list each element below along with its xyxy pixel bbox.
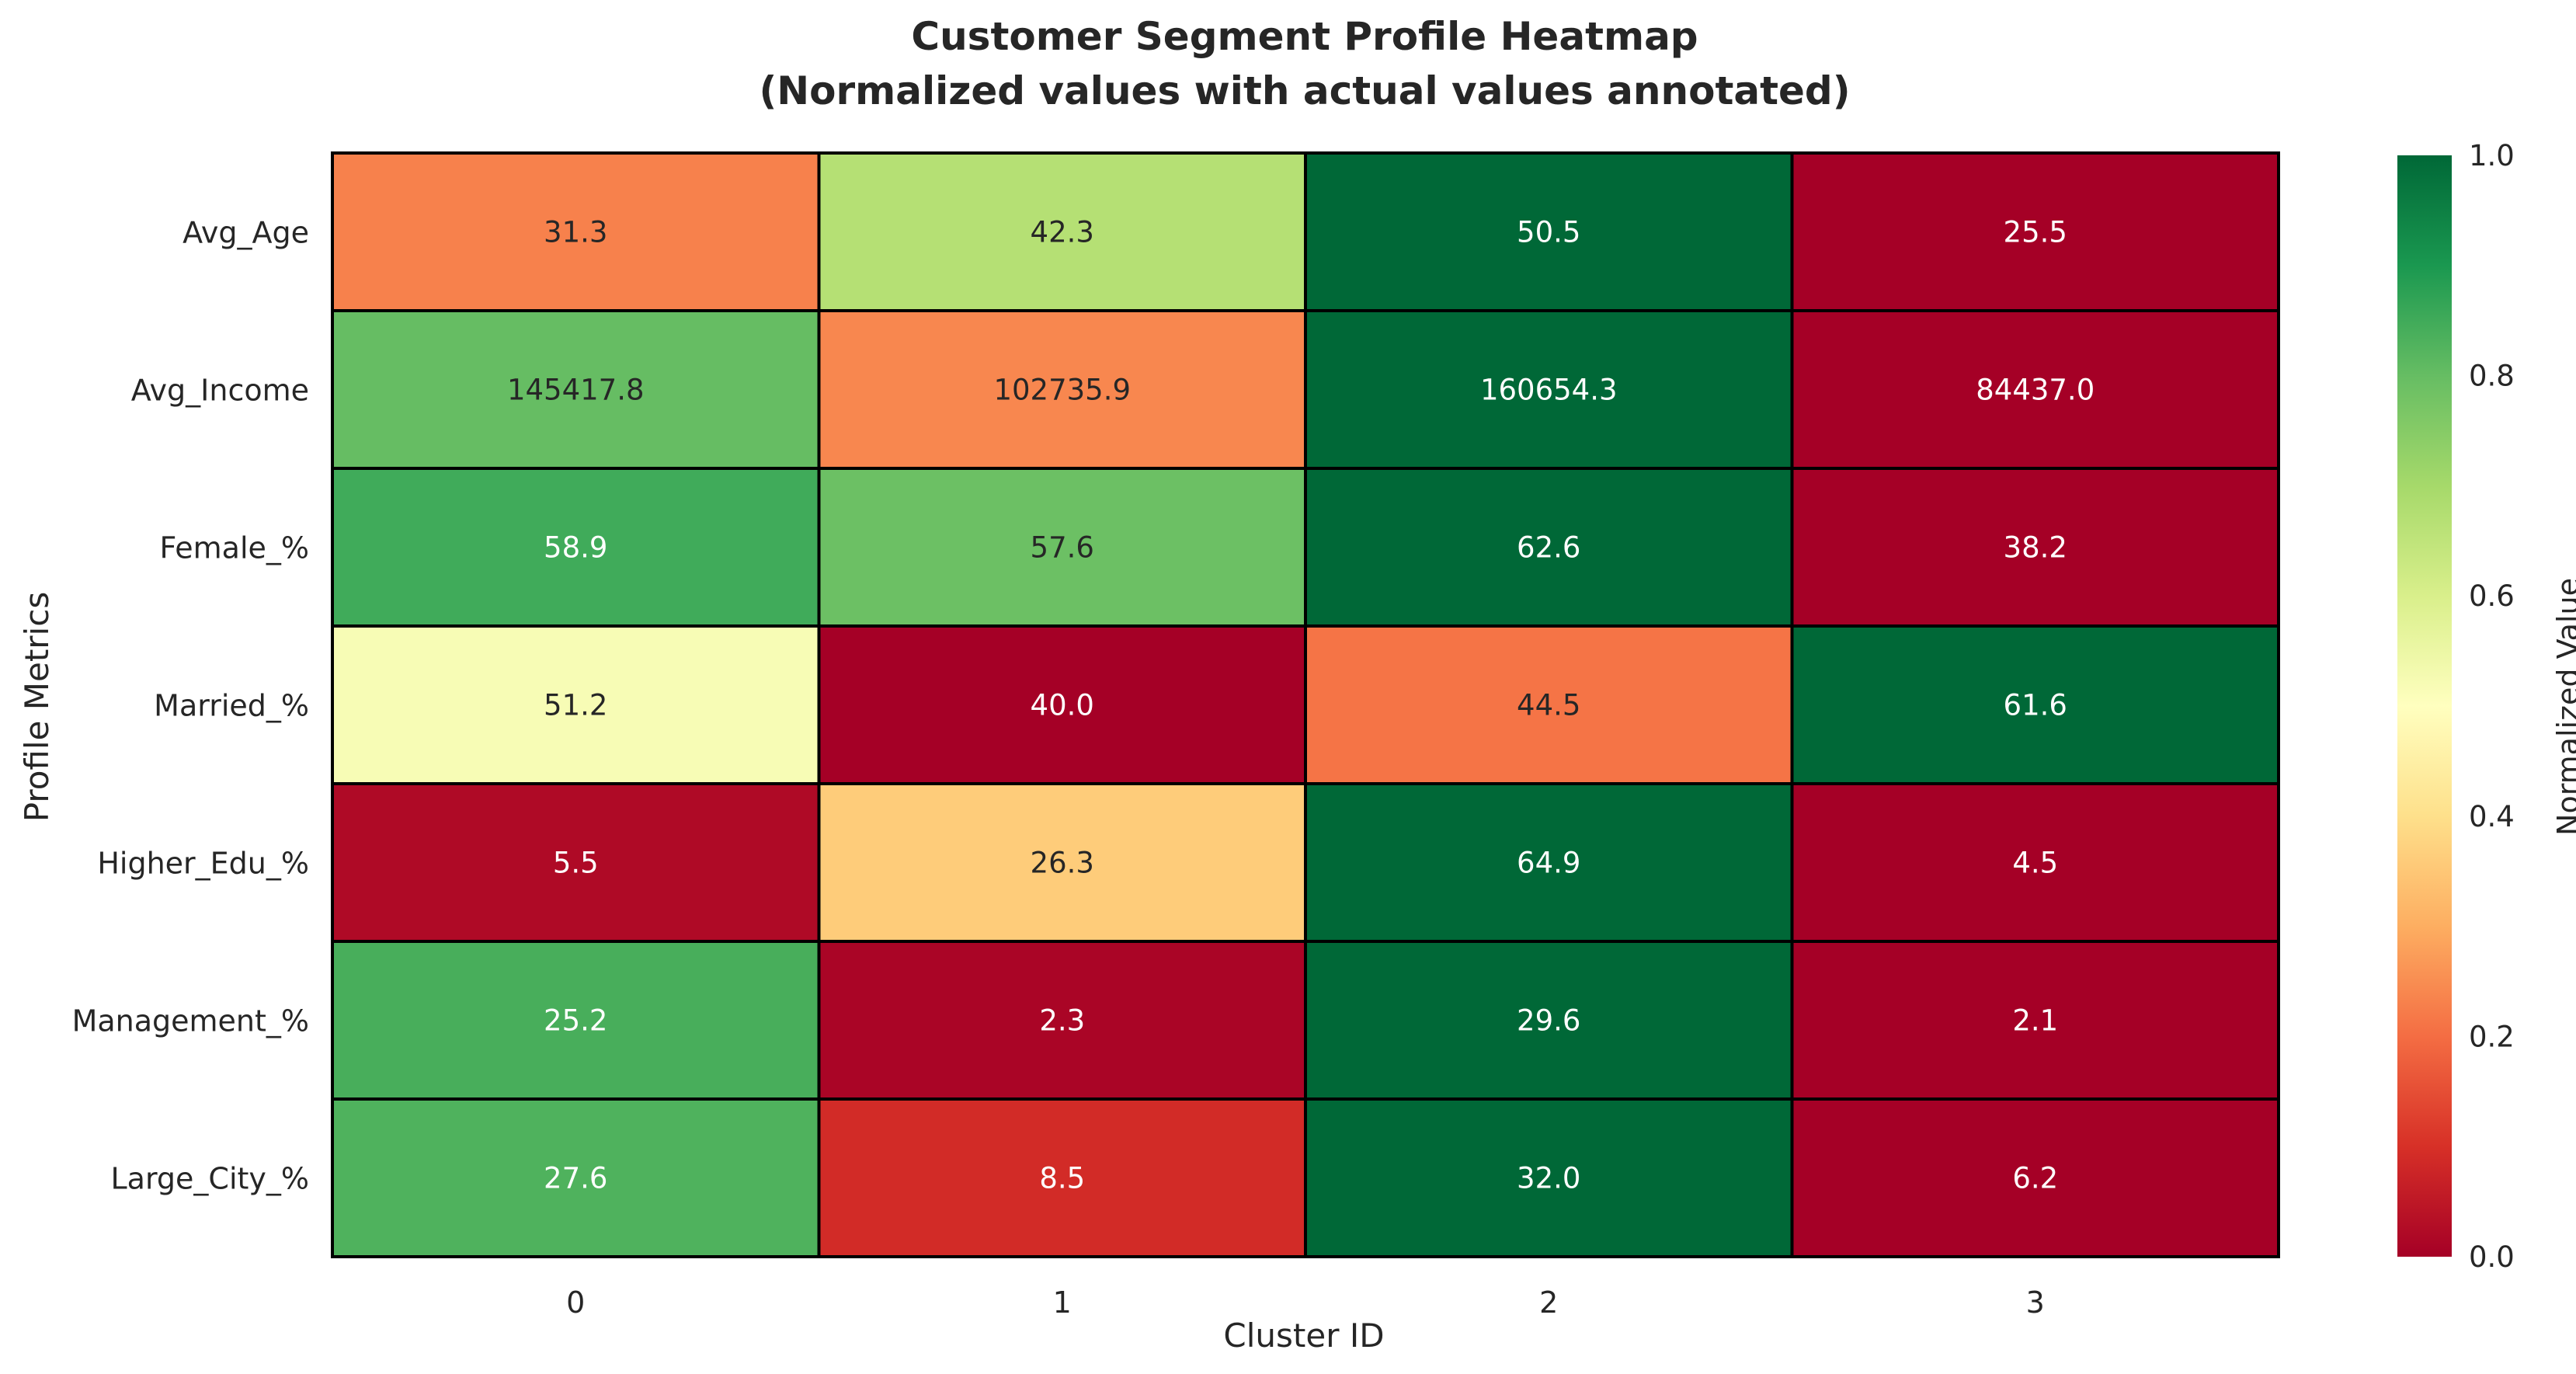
heatmap-cells <box>331 151 2280 1258</box>
y-tick-label: Female_% <box>159 531 309 565</box>
colorbar <box>2397 155 2452 1257</box>
colorbar-ticks: 0.0 0.2 0.4 0.6 0.8 1.0 <box>2469 139 2515 1274</box>
y-tick-label: Large_City_% <box>111 1162 310 1196</box>
cell-annotation: 25.2 <box>544 1004 607 1038</box>
cell-annotation: 50.5 <box>1517 216 1580 249</box>
cell-annotation: 61.6 <box>2004 689 2067 722</box>
x-tick-label: 2 <box>1539 1285 1558 1320</box>
cell-annotation: 44.5 <box>1517 689 1580 722</box>
cell-annotation: 57.6 <box>1031 531 1094 565</box>
colorbar-tick-label: 0.4 <box>2469 800 2515 833</box>
heatmap-cell <box>1790 782 2280 943</box>
heatmap-cell <box>817 782 1307 943</box>
y-tick-label: Management_% <box>72 1004 309 1038</box>
cell-annotation: 62.6 <box>1517 531 1580 565</box>
cell-annotation: 38.2 <box>2004 531 2067 565</box>
cell-annotation: 145417.8 <box>507 374 645 407</box>
cell-annotation: 5.5 <box>553 847 599 880</box>
cell-annotations: 31.3 42.3 50.5 25.5 145417.8 102735.9 160654.3… <box>507 216 2095 1195</box>
chart-subtitle: (Normalized values with actual values an… <box>759 68 1850 113</box>
cell-annotation: 32.0 <box>1517 1162 1580 1195</box>
chart-title: Customer Segment Profile Heatmap <box>911 14 1698 59</box>
cell-annotation: 42.3 <box>1031 216 1094 249</box>
x-tick-label: 1 <box>1053 1285 1072 1320</box>
y-axis-label: Profile Metrics <box>18 592 56 822</box>
cell-annotation: 31.3 <box>544 216 607 249</box>
heatmap-cell <box>1790 467 2280 628</box>
heatmap-cell <box>331 782 821 943</box>
heatmap-cell <box>1790 624 2280 785</box>
colorbar-label: Normalized Value <box>2551 578 2576 836</box>
heatmap-cell <box>1790 151 2280 312</box>
colorbar-tick-label: 0.6 <box>2469 579 2515 613</box>
cell-annotation: 58.9 <box>544 531 607 565</box>
heatmap-cell <box>817 309 1307 470</box>
cell-annotation: 8.5 <box>1039 1162 1085 1195</box>
heatmap-cell <box>1304 782 1794 943</box>
y-tick-label: Avg_Income <box>131 374 309 408</box>
y-tick-label: Married_% <box>154 689 309 723</box>
heatmap-cell <box>331 940 821 1101</box>
colorbar-tick-label: 1.0 <box>2469 139 2515 172</box>
heatmap-cell <box>817 467 1307 628</box>
heatmap-cell <box>1304 151 1794 312</box>
heatmap-cell <box>1790 940 2280 1101</box>
colorbar-gradient <box>2397 155 2452 1257</box>
cell-annotation: 29.6 <box>1517 1004 1580 1038</box>
heatmap-cell <box>331 151 821 312</box>
colorbar-tick-label: 0.8 <box>2469 360 2515 393</box>
heatmap-cell <box>817 940 1307 1101</box>
colorbar-tick-label: 0.0 <box>2469 1240 2515 1274</box>
colorbar-tick-label: 0.2 <box>2469 1020 2515 1053</box>
cell-annotation: 84437.0 <box>1976 374 2095 407</box>
y-tick-labels: Avg_Age Avg_Income Female_% Married_% Higher… <box>72 216 309 1196</box>
heatmap-cell <box>331 309 821 470</box>
y-tick-label: Higher_Edu_% <box>97 847 309 881</box>
heatmap-cell <box>817 624 1307 785</box>
x-tick-label: 3 <box>2026 1285 2045 1320</box>
y-tick-label: Avg_Age <box>183 216 309 250</box>
cell-annotation: 2.1 <box>2012 1004 2058 1038</box>
heatmap-cell <box>331 1097 821 1258</box>
cell-annotation: 40.0 <box>1031 689 1094 722</box>
cell-annotation: 27.6 <box>544 1162 607 1195</box>
cell-annotation: 26.3 <box>1031 847 1094 880</box>
heatmap-cell <box>1304 1097 1794 1258</box>
cell-annotation: 51.2 <box>544 689 607 722</box>
cell-annotation: 6.2 <box>2012 1162 2058 1195</box>
cell-annotation: 2.3 <box>1039 1004 1085 1038</box>
x-tick-labels: 0 1 2 3 <box>566 1285 2045 1320</box>
x-axis-label: Cluster ID <box>1223 1317 1384 1355</box>
heatmap-cell <box>1790 1097 2280 1258</box>
cell-annotation: 160654.3 <box>1480 374 1618 407</box>
cell-annotation: 102735.9 <box>993 374 1131 407</box>
heatmap-cell <box>1304 940 1794 1101</box>
cell-annotation: 64.9 <box>1517 847 1580 880</box>
heatmap-cell <box>817 151 1307 312</box>
heatmap-cell <box>331 624 821 785</box>
heatmap-cell <box>1790 309 2280 470</box>
cell-annotation: 4.5 <box>2012 847 2058 880</box>
x-tick-label: 0 <box>566 1285 585 1320</box>
cell-annotation: 25.5 <box>2004 216 2067 249</box>
